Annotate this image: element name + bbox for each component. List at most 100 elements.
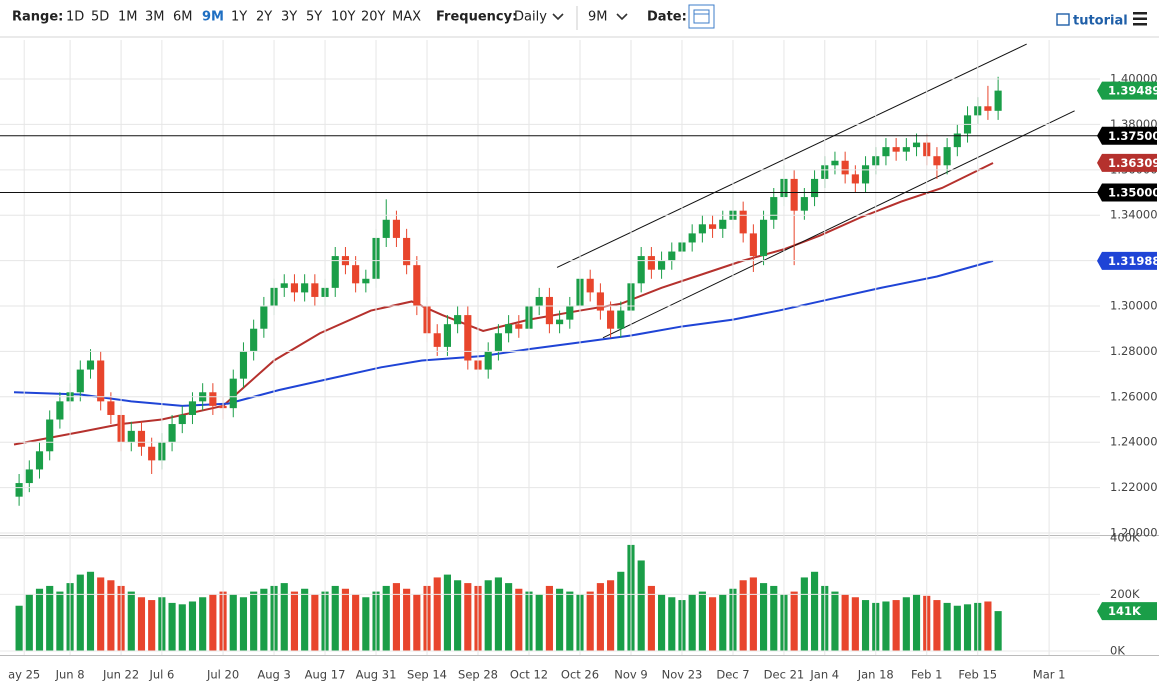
range-button[interactable]: 5Y — [306, 10, 322, 25]
candle-body — [229, 378, 237, 409]
candle-body — [749, 233, 757, 257]
candle-body — [841, 160, 849, 175]
volume-bar — [647, 585, 655, 651]
frequency-select[interactable]: Daily — [514, 10, 547, 25]
candle-body — [188, 401, 197, 415]
candle-body — [515, 324, 523, 329]
range-button[interactable]: 20Y — [361, 10, 386, 25]
y-tick-label: 1.22000 — [1110, 480, 1158, 494]
x-tick-label: Feb 15 — [958, 668, 997, 682]
candle-body — [647, 256, 655, 270]
range-button[interactable]: 1D — [66, 10, 84, 25]
volume-bar — [759, 583, 768, 651]
volume-bar — [392, 583, 400, 651]
candle-body — [454, 315, 462, 325]
candle-body — [607, 310, 615, 329]
trend-line — [556, 43, 1027, 268]
volume-bar — [86, 571, 95, 651]
chevron — [552, 13, 564, 21]
range-button[interactable]: 1Y — [231, 10, 247, 25]
volume-bar — [46, 585, 54, 651]
volume-bar — [56, 591, 64, 651]
volume-bar — [831, 591, 839, 651]
range-button[interactable]: 5D — [91, 10, 109, 25]
candle-body — [46, 419, 54, 452]
candle-body — [35, 451, 44, 470]
price-badge-text: 1.31988 — [1108, 254, 1159, 268]
y-tick-label: 1.20000 — [1110, 526, 1158, 540]
volume-bar — [851, 597, 859, 651]
candle-body — [535, 296, 543, 307]
candle-body — [800, 197, 808, 211]
range-button[interactable]: 3M — [145, 10, 165, 25]
candle-body — [331, 256, 339, 288]
range-button[interactable]: 9M — [202, 10, 224, 25]
volume-bar — [209, 594, 217, 651]
volume-bar — [199, 597, 207, 651]
volume-bar — [933, 600, 941, 651]
menu-icon — [1133, 17, 1147, 20]
volume-bar — [239, 597, 248, 651]
candle-body — [178, 414, 186, 425]
price-badge-pointer — [1097, 153, 1157, 172]
volume-bar — [698, 591, 706, 651]
volume-bar — [25, 594, 33, 651]
volume-bar — [229, 594, 237, 651]
tutorial-link[interactable]: tutorial — [1056, 13, 1128, 29]
calendar-button[interactable] — [688, 4, 715, 29]
range-button[interactable]: 1M — [118, 10, 138, 25]
volume-bar — [178, 604, 186, 651]
candle-body — [943, 147, 951, 166]
calendar-frame — [688, 4, 715, 29]
x-tick-label: Oct 26 — [561, 668, 599, 682]
range-button[interactable]: 2Y — [256, 10, 272, 25]
candle-body — [239, 351, 248, 379]
price-badge-pointer — [1097, 81, 1157, 100]
candle-body — [953, 133, 961, 148]
volume-bar — [841, 594, 849, 651]
volume-bar — [260, 588, 268, 651]
volume-tick-label: 400K — [1110, 530, 1140, 544]
x-tick-label: Feb 1 — [911, 668, 942, 682]
candle-body — [127, 430, 135, 443]
x-tick-label: ay 25 — [8, 668, 40, 682]
candle-body — [301, 283, 309, 293]
volume-tick-label: 0K — [1110, 644, 1125, 658]
candle-body — [209, 392, 217, 406]
candle-body — [86, 360, 95, 370]
candle-body — [810, 178, 819, 198]
candle-body — [148, 446, 156, 461]
x-tick-label: Aug 3 — [257, 668, 290, 682]
volume-badge-pointer — [1097, 602, 1157, 621]
price-badge-text: 1.39489 — [1108, 84, 1159, 98]
range-button[interactable]: 3Y — [281, 10, 297, 25]
candle-body — [494, 333, 502, 352]
menu-button[interactable] — [1133, 12, 1147, 26]
volume-bar — [984, 601, 992, 651]
range-button[interactable]: MAX — [392, 10, 421, 25]
x-tick-label: Nov 23 — [662, 668, 703, 682]
x-tick-label: Oct 12 — [510, 668, 548, 682]
range-button[interactable]: 6M — [173, 10, 193, 25]
candle-body — [709, 224, 717, 229]
candle-body — [107, 401, 115, 415]
range-button[interactable]: 10Y — [331, 10, 356, 25]
candle-body — [658, 260, 666, 270]
volume-bar — [494, 577, 502, 651]
x-tick-label: Jan 4 — [809, 668, 839, 682]
tutorial-text: tutorial — [1073, 14, 1128, 29]
candle-body — [759, 219, 768, 257]
x-tick-label: Sep 14 — [407, 668, 447, 682]
candle-body — [566, 306, 574, 320]
range-label: Range: — [12, 10, 63, 25]
candle-body — [362, 278, 370, 284]
candle-body — [56, 401, 64, 420]
interval-select[interactable]: 9M — [588, 10, 608, 25]
tutorial-icon — [1056, 13, 1070, 26]
x-tick-label: Mar 1 — [1033, 668, 1066, 682]
price-badge-text: 1.36309 — [1108, 156, 1159, 170]
volume-bar — [617, 571, 625, 651]
y-tick-label: 1.30000 — [1110, 299, 1158, 313]
volume-bar — [596, 583, 604, 651]
candle-body — [933, 156, 941, 166]
